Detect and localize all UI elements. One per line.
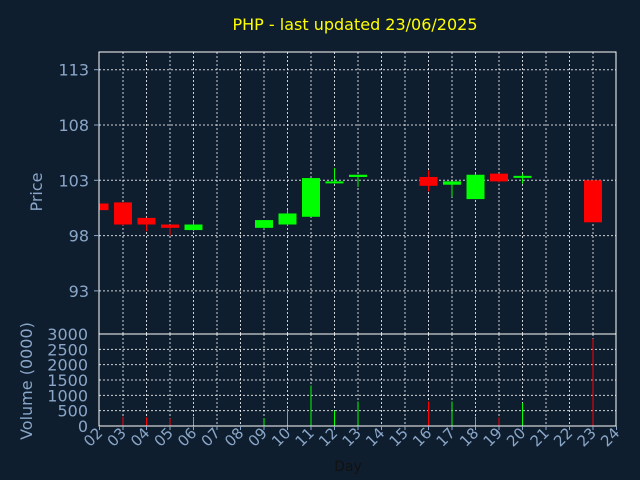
- candle-09: [255, 220, 273, 229]
- volume-axis-label: Volume (0000): [17, 322, 36, 440]
- candle-06: [184, 220, 203, 232]
- price-candles: [99, 168, 602, 236]
- candle-body: [137, 217, 156, 225]
- price-axis-label: Price: [27, 172, 46, 211]
- candle-23: [584, 180, 602, 223]
- candle-body: [302, 178, 320, 217]
- volume-y-tick-label: 1000: [47, 386, 88, 405]
- candle-body: [584, 180, 602, 223]
- volume-y-tick-label: 3000: [47, 325, 88, 344]
- candle-20: [513, 173, 532, 184]
- price-y-tick-labels: 93 98 103 108 113: [58, 61, 99, 301]
- candle-body: [278, 213, 297, 225]
- x-tick-labels: 0203040506070809101112131415161718192021…: [80, 424, 623, 450]
- candle-body: [255, 220, 273, 228]
- volume-y-tick-label: 2500: [47, 340, 88, 359]
- x-axis-label: Day: [334, 459, 362, 475]
- candle-10: [278, 210, 297, 226]
- candle-02: [99, 203, 109, 211]
- price-y-tick-label: 98: [69, 227, 89, 246]
- candle-03: [114, 202, 132, 226]
- candle-05: [161, 224, 179, 236]
- volume-y-tick-label: 500: [57, 402, 88, 421]
- volume-y-tick-label: 0: [78, 417, 88, 436]
- volume-y-tick-label: 2000: [47, 356, 88, 375]
- candle-16: [419, 170, 438, 192]
- candle-body: [513, 175, 532, 178]
- candle-11: [302, 178, 320, 217]
- price-y-tick-label: 108: [58, 116, 89, 135]
- price-y-tick-label: 103: [58, 171, 89, 190]
- candle-body: [349, 174, 367, 177]
- candle-body: [490, 173, 508, 182]
- candle-body: [161, 224, 179, 228]
- candle-12: [325, 168, 344, 184]
- candle-body: [466, 174, 485, 200]
- candle-04: [137, 217, 156, 232]
- candle-body: [184, 224, 203, 231]
- candle-body: [325, 181, 344, 184]
- candle-17: [443, 181, 461, 197]
- candle-body: [419, 176, 438, 186]
- chart-title: PHP - last updated 23/06/2025: [232, 15, 477, 34]
- candle-19: [490, 173, 508, 183]
- candle-body: [443, 181, 461, 185]
- price-y-tick-label: 113: [58, 61, 89, 80]
- candle-13: [349, 174, 367, 187]
- candle-18: [466, 173, 485, 200]
- volume-bars: [99, 338, 594, 426]
- candle-body: [114, 202, 132, 225]
- volume-y-tick-label: 1500: [47, 371, 88, 390]
- price-y-tick-label: 93: [69, 282, 89, 301]
- candle-body: [100, 203, 109, 211]
